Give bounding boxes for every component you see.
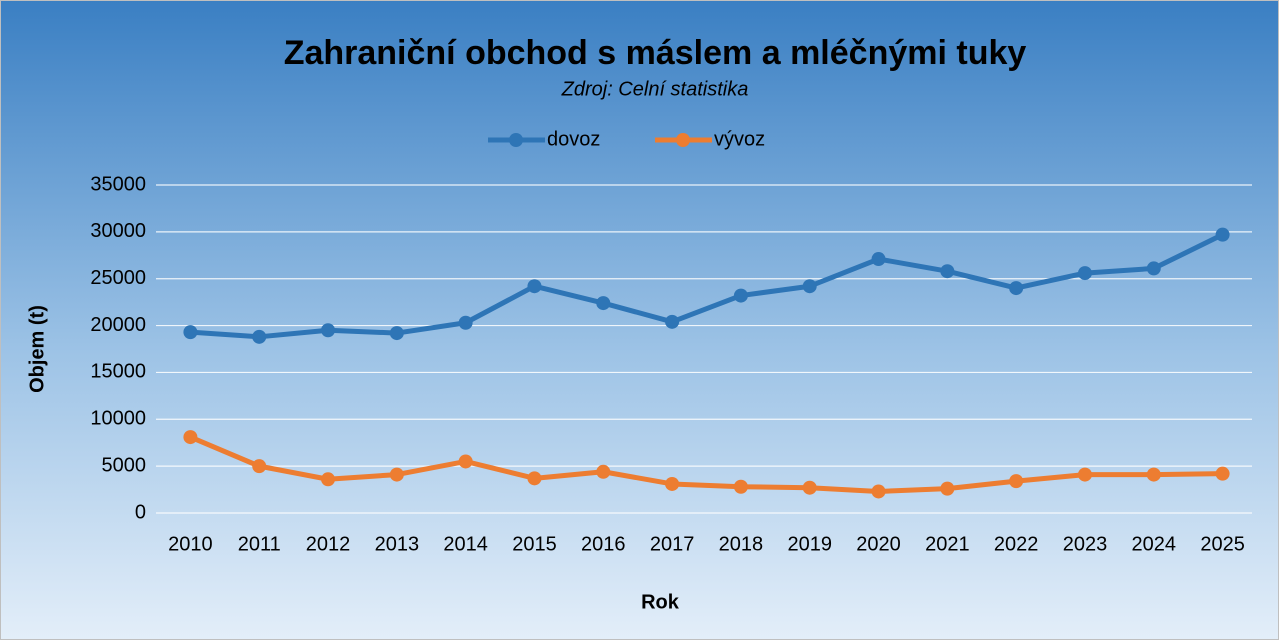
data-point: [940, 481, 955, 496]
x-tick-label: 2025: [1200, 533, 1245, 555]
data-point: [1215, 466, 1230, 481]
data-point: [527, 471, 542, 486]
legend-label: dovoz: [547, 128, 600, 150]
data-point: [252, 329, 267, 344]
series-line: [189, 434, 1223, 494]
x-tick-label: 2021: [925, 533, 970, 555]
x-tick-label: 2015: [512, 533, 557, 555]
x-tick-label: 2019: [787, 533, 832, 555]
x-tick-label: 2012: [306, 533, 351, 555]
y-tick-label: 5000: [102, 454, 147, 476]
data-point: [321, 323, 336, 338]
data-point: [183, 325, 198, 340]
data-point: [1077, 266, 1092, 281]
data-point: [1077, 467, 1092, 482]
x-tick-label: 2023: [1063, 533, 1108, 555]
data-point: [1146, 467, 1161, 482]
data-point: [389, 326, 404, 341]
data-point: [1215, 227, 1230, 242]
x-tick-label: 2022: [994, 533, 1039, 555]
data-point: [665, 476, 680, 491]
data-point: [871, 252, 886, 267]
data-point: [458, 454, 473, 469]
legend-marker: [676, 133, 690, 147]
x-tick-label: 2024: [1132, 533, 1177, 555]
x-tick-label: 2017: [650, 533, 695, 555]
legend-marker: [509, 133, 523, 147]
y-tick-label: 30000: [90, 220, 146, 242]
x-tick-label: 2011: [238, 533, 281, 555]
data-point: [389, 467, 404, 482]
data-point: [321, 472, 336, 487]
x-tick-label: 2010: [168, 533, 213, 555]
series-line: [190, 232, 1224, 340]
data-point: [596, 464, 611, 479]
data-point: [802, 480, 817, 495]
data-point: [802, 279, 817, 294]
y-tick-label: 15000: [90, 361, 146, 383]
data-point: [665, 314, 680, 329]
data-point: [733, 479, 748, 494]
x-tick-label: 2014: [443, 533, 488, 555]
y-tick-label: 35000: [90, 173, 146, 195]
y-tick-label: 25000: [90, 267, 146, 289]
data-point: [183, 430, 198, 445]
data-point: [733, 288, 748, 303]
data-point: [1009, 474, 1024, 489]
data-point: [940, 264, 955, 279]
y-tick-label: 0: [135, 501, 146, 523]
y-tick-label: 10000: [90, 408, 146, 430]
data-point: [1146, 261, 1161, 276]
x-axis-title: Rok: [641, 591, 680, 613]
x-tick-label: 2020: [856, 533, 901, 555]
data-point: [1009, 281, 1024, 296]
x-tick-label: 2016: [581, 533, 626, 555]
data-point: [252, 459, 267, 474]
data-point: [596, 296, 611, 311]
chart-subtitle: Zdroj: Celní statistika: [561, 78, 749, 100]
data-point: [871, 484, 886, 499]
x-tick-label: 2018: [719, 533, 764, 555]
y-tick-label: 20000: [90, 314, 146, 336]
legend-label: vývoz: [714, 128, 765, 150]
chart-title: Zahraniční obchod s máslem a mléčnými tu…: [284, 34, 1027, 72]
data-point: [458, 315, 473, 330]
x-tick-label: 2013: [375, 533, 420, 555]
data-point: [527, 279, 542, 294]
y-axis-title: Objem (t): [26, 305, 48, 393]
